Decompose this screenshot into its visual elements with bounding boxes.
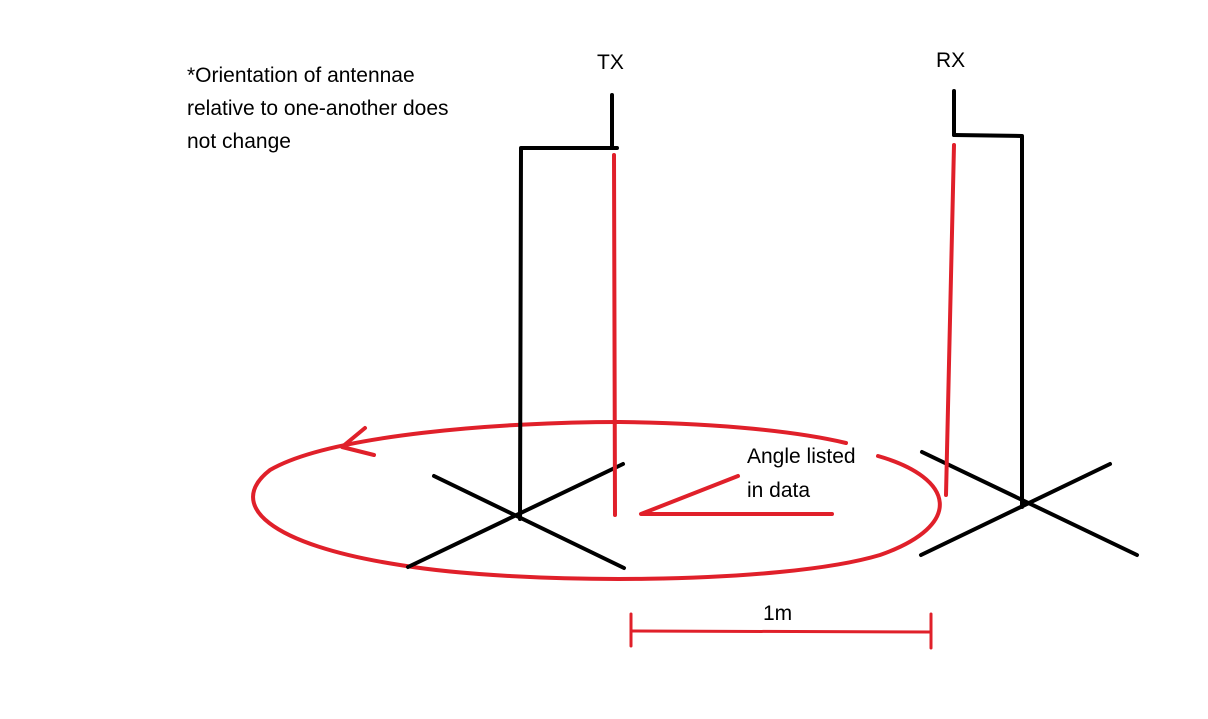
note-line-3: not change <box>187 130 291 153</box>
angle-annotation-line-2: in data <box>747 479 811 502</box>
rx-label: RX <box>936 49 966 72</box>
note-line-1: *Orientation of antennae <box>187 64 415 87</box>
tx-tripod-base <box>406 462 626 570</box>
distance-dimension-line <box>629 612 933 650</box>
rx-mast <box>952 133 1024 509</box>
rotation-arrow-icon <box>340 426 376 457</box>
rotation-ellipse <box>251 420 942 581</box>
tx-antenna-element <box>612 153 617 517</box>
rx-antenna-element <box>944 143 956 497</box>
tx-label: TX <box>597 51 624 74</box>
angle-annotation: Angle listed in data <box>747 440 856 508</box>
orientation-note: *Orientation of antennae relative to one… <box>187 59 449 158</box>
distance-label: 1m <box>763 602 793 625</box>
tx-mast <box>518 146 619 521</box>
angle-marker <box>639 474 834 516</box>
note-line-2: relative to one-another does <box>187 97 449 120</box>
rx-tripod-base <box>919 450 1139 557</box>
angle-annotation-line-1: Angle listed <box>747 445 856 468</box>
